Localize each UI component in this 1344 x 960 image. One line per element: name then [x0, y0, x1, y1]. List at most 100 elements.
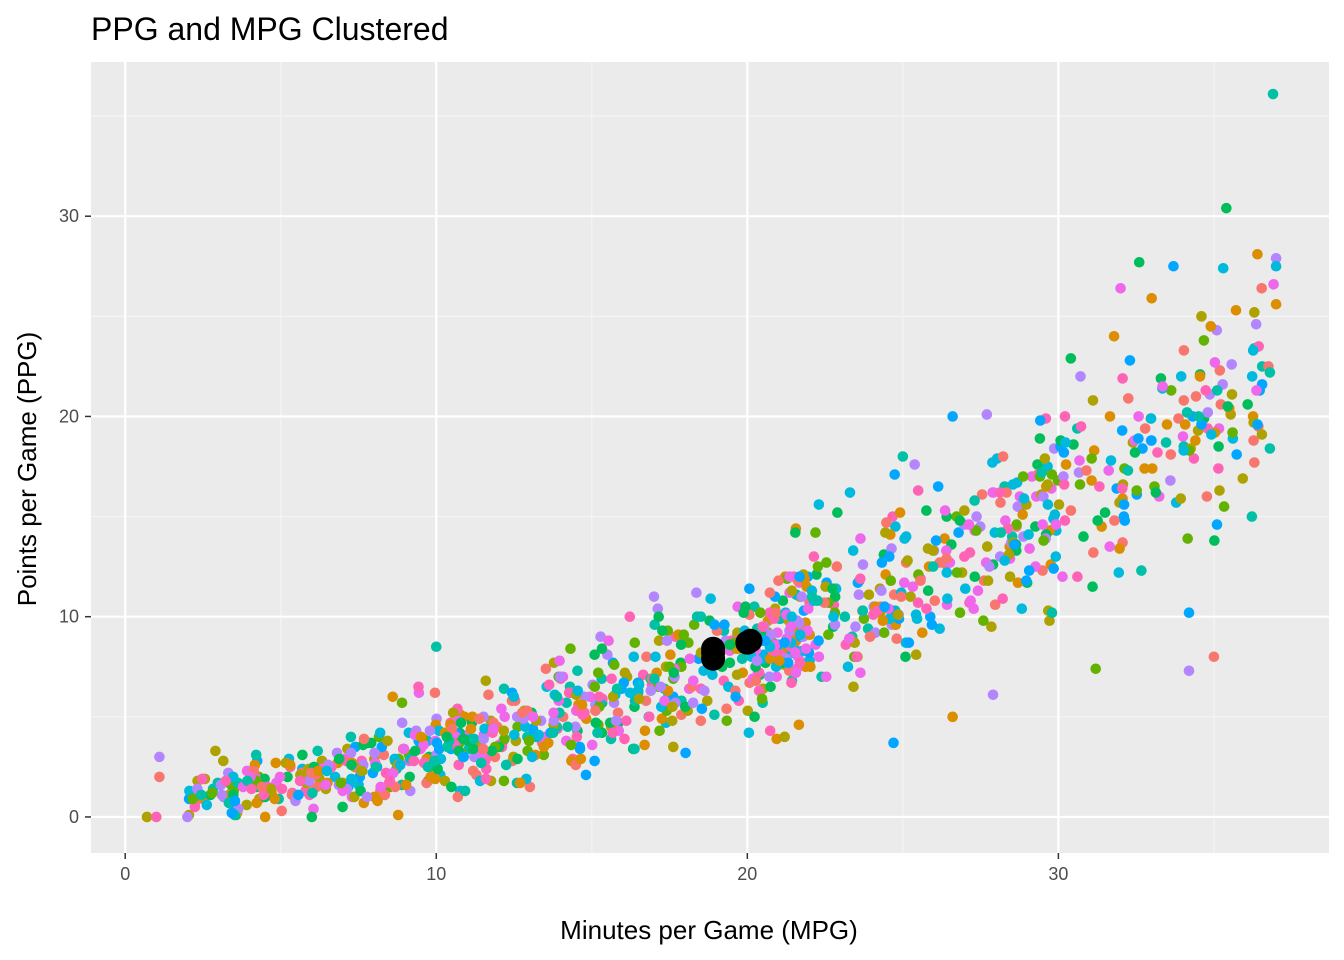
scatter-point [1267, 88, 1279, 100]
scatter-point [447, 707, 459, 719]
scatter-point [624, 687, 636, 699]
scatter-point [589, 681, 601, 693]
scatter-point [951, 567, 963, 578]
scatter-point [509, 729, 520, 741]
scatter-point [258, 789, 270, 801]
scatter-point [771, 733, 782, 745]
scatter-point [1113, 567, 1125, 578]
scatter-point [633, 679, 645, 691]
scatter-point [847, 545, 859, 556]
scatter-point [909, 459, 920, 470]
scatter-point [736, 653, 748, 665]
scatter-point [400, 779, 412, 791]
scatter-point [459, 785, 471, 797]
scatter-point [1086, 475, 1097, 486]
scatter-point [465, 723, 477, 735]
scatter-point [939, 505, 951, 516]
scatter-point [475, 757, 487, 769]
scatter-point [749, 711, 760, 723]
scatter-point [881, 517, 892, 528]
scatter-point [757, 621, 768, 632]
scatter-point [1046, 469, 1058, 480]
scatter-point [764, 725, 776, 737]
scatter-point [922, 585, 934, 596]
scatter-point [794, 571, 805, 582]
scatter-point [609, 659, 620, 671]
scatter-point [418, 739, 429, 751]
scatter-point [565, 643, 576, 654]
scatter-point [927, 545, 939, 556]
scatter-point [1181, 407, 1193, 418]
scatter-point [1044, 615, 1055, 626]
scatter-point [969, 571, 981, 582]
scatter-point [1252, 248, 1263, 260]
scatter-point [1213, 441, 1224, 452]
scatter-point [1209, 535, 1220, 546]
scatter-point [1123, 393, 1134, 404]
scatter-point [372, 795, 383, 807]
scatter-point [184, 785, 195, 797]
scatter-point [1088, 547, 1099, 558]
scatter-point [498, 725, 510, 737]
scatter-point [848, 681, 859, 693]
scatter-point [1075, 421, 1087, 432]
scatter-point [800, 643, 812, 654]
scatter-point [1026, 471, 1038, 482]
scatter-point [218, 755, 229, 767]
scatter-point [538, 749, 550, 761]
scatter-point [455, 717, 467, 729]
scatter-point [1104, 411, 1116, 422]
scatter-point [915, 575, 926, 586]
scatter-point [498, 775, 510, 787]
scatter-point [696, 703, 708, 715]
scatter-point [1059, 515, 1071, 526]
scatter-point [756, 693, 768, 705]
scatter-point [764, 671, 775, 683]
scatter-point [1139, 463, 1150, 474]
scatter-point [813, 651, 825, 663]
scatter-point [269, 793, 281, 805]
scatter-point [256, 781, 268, 793]
scatter-point [306, 811, 318, 823]
scatter-point [1039, 453, 1051, 464]
scatter-point [652, 603, 664, 614]
y-tick-label: 30 [59, 206, 79, 226]
scatter-point [655, 681, 666, 693]
scatter-point [526, 751, 538, 763]
scatter-point [189, 801, 201, 813]
scatter-point [926, 619, 938, 630]
scatter-point [987, 689, 999, 701]
scatter-point [721, 703, 732, 715]
scatter-point [751, 655, 763, 667]
scatter-point [1078, 531, 1089, 542]
scatter-point [592, 727, 603, 739]
scatter-point [705, 593, 716, 604]
scatter-point [375, 781, 387, 793]
scatter-point [356, 765, 367, 777]
scatter-point [680, 701, 691, 713]
scatter-point [538, 741, 550, 753]
scatter-point [274, 771, 286, 783]
scatter-point [611, 683, 623, 695]
scatter-point [661, 635, 673, 646]
scatter-point [1118, 499, 1130, 510]
scatter-point [1050, 519, 1062, 530]
scatter-point [1133, 256, 1145, 268]
scatter-point [479, 723, 490, 735]
scatter-point [1231, 449, 1242, 460]
scatter-point [276, 805, 288, 817]
scatter-point [719, 619, 730, 630]
scatter-point [808, 551, 820, 562]
scatter-point [554, 655, 565, 667]
scatter-point [986, 621, 997, 632]
scatter-point [709, 709, 720, 721]
scatter-point [543, 679, 555, 691]
scatter-point [868, 609, 879, 620]
scatter-point [790, 667, 802, 679]
x-tick-label: 0 [120, 864, 130, 884]
scatter-point [1168, 260, 1179, 272]
scatter-point [959, 505, 970, 516]
scatter-point [855, 667, 866, 679]
scatter-point [333, 753, 345, 765]
